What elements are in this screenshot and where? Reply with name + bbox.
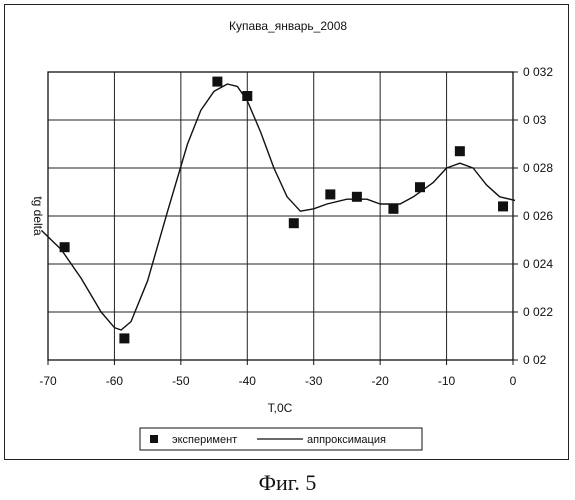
experiment-point <box>325 189 335 199</box>
chart-title: Купава_январь_2008 <box>229 19 347 33</box>
x-tick-label: -30 <box>305 374 323 388</box>
x-tick-label: -50 <box>172 374 190 388</box>
experiment-point <box>388 204 398 214</box>
figure-caption: Фиг. 5 <box>0 470 575 496</box>
x-tick-label: -60 <box>106 374 124 388</box>
x-tick-label: -10 <box>438 374 456 388</box>
experiment-point <box>352 192 362 202</box>
x-axis-ticks: -70 -60 -50 -40 -30 -20 -10 0 <box>39 360 516 388</box>
experiment-point <box>498 201 508 211</box>
legend-label-experiment: эксперимент <box>172 434 237 446</box>
y-axis-ticks: 0 02 0 022 0 024 0 026 0 028 0 03 0 032 <box>513 65 553 367</box>
experiment-point <box>242 91 252 101</box>
y-tick-label: 0 022 <box>523 305 553 319</box>
y-axis-title: tg delta <box>31 196 45 236</box>
y-tick-label: 0 028 <box>523 161 553 175</box>
experiment-point <box>60 242 70 252</box>
legend-label-approximation: аппроксимация <box>307 434 386 446</box>
x-tick-label: -20 <box>371 374 389 388</box>
experiment-point <box>212 77 222 87</box>
experiment-point <box>455 146 465 156</box>
experiment-point <box>415 182 425 192</box>
y-tick-label: 0 026 <box>523 209 553 223</box>
experiment-point <box>119 333 129 343</box>
chart: Купава_январь_2008 -70 -60 -50 -40 -30 -20 -10… <box>0 0 575 465</box>
x-axis-title: T,0C <box>268 401 293 415</box>
y-tick-label: 0 02 <box>523 353 547 367</box>
experiment-point <box>289 218 299 228</box>
x-tick-label: -70 <box>39 374 57 388</box>
y-tick-label: 0 03 <box>523 113 547 127</box>
legend: эксперимент аппроксимация <box>140 428 422 450</box>
y-tick-label: 0 032 <box>523 65 553 79</box>
y-tick-label: 0 024 <box>523 257 553 271</box>
x-tick-label: -40 <box>239 374 257 388</box>
legend-marker-experiment <box>150 435 158 443</box>
x-tick-label: 0 <box>510 374 517 388</box>
